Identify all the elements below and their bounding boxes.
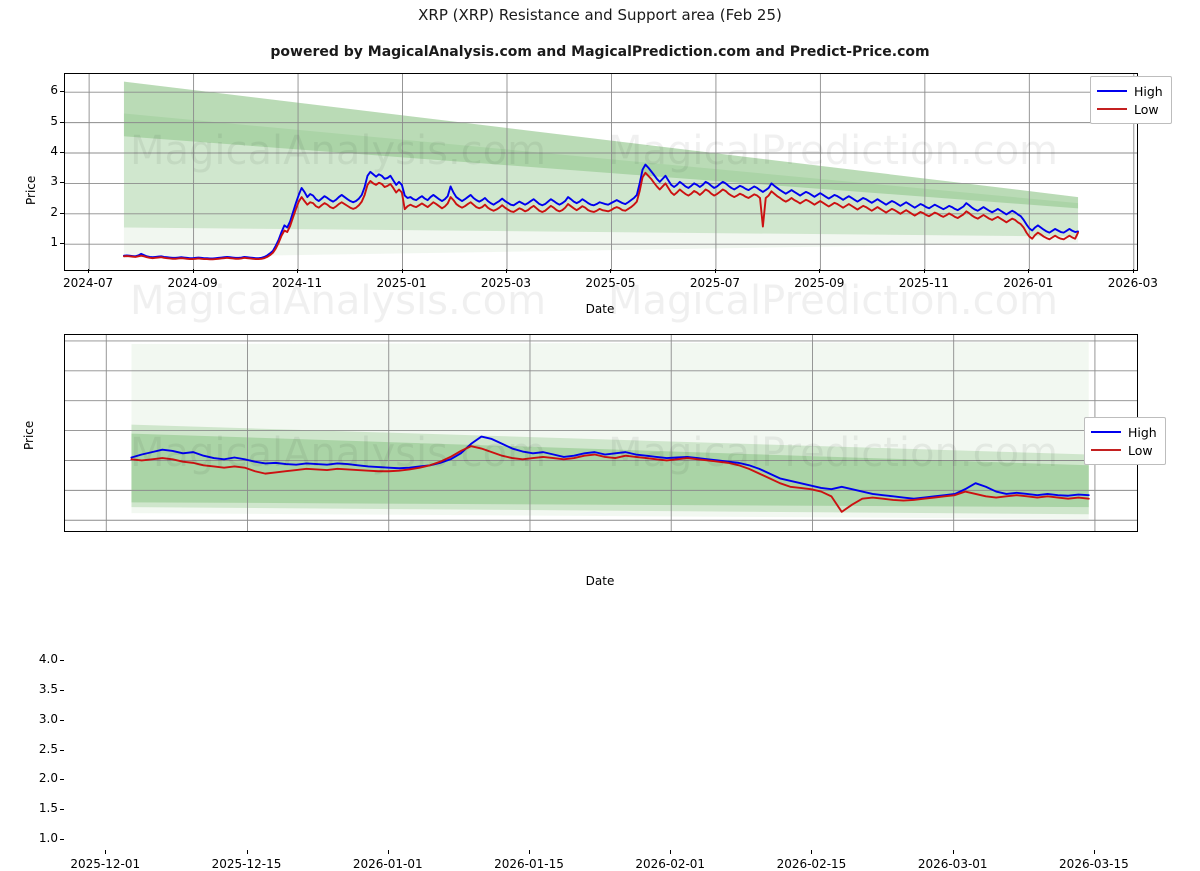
bottom-chart-legend[interactable]: High Low (1084, 417, 1166, 465)
y-tick-mark (60, 182, 64, 184)
legend-entry-low[interactable]: Low (1091, 441, 1157, 459)
bottom-chart-x-axis-label: Date (585, 574, 615, 588)
bottom-chart-y-axis-label: Price (22, 420, 36, 450)
y-tick-mark (60, 719, 64, 721)
y-tick-mark (60, 689, 64, 691)
bottom-chart-panel: Price MagicalAnalysis.com MagicalPredict… (0, 320, 1200, 871)
band-inner-band (123, 81, 1079, 209)
y-tick-label: 3 (50, 174, 58, 189)
x-tick-mark (952, 850, 954, 854)
x-tick-mark (246, 850, 248, 854)
x-tick-mark (105, 850, 107, 854)
x-tick-mark (387, 850, 389, 854)
y-tick-label: 5 (50, 113, 58, 128)
bottom-chart-svg (65, 335, 1137, 531)
y-tick-label: 4.0 (38, 651, 58, 666)
y-tick-mark (60, 121, 64, 123)
x-tick-label: 2026-03-01 (917, 857, 988, 871)
x-tick-mark (1093, 850, 1095, 854)
x-tick-label: 2026-03 (1107, 276, 1158, 290)
y-tick-label: 1 (50, 235, 58, 250)
x-tick-label: 2025-09 (794, 276, 845, 290)
y-tick-label: 2.0 (38, 771, 58, 786)
x-tick-label: 2026-01-01 (352, 857, 423, 871)
legend-label-high: High (1134, 83, 1163, 99)
x-tick-mark (923, 269, 925, 273)
legend-swatch-high (1097, 90, 1127, 92)
x-tick-label: 2025-05 (585, 276, 636, 290)
x-tick-mark (88, 269, 90, 273)
y-tick-label: 6 (50, 83, 58, 98)
x-tick-mark (401, 269, 403, 273)
x-tick-label: 2025-03 (480, 276, 532, 290)
x-tick-label: 2025-12-15 (211, 857, 282, 871)
x-tick-label: 2024-11 (271, 276, 323, 290)
x-tick-mark (819, 269, 821, 273)
x-tick-label: 2025-11 (898, 276, 949, 290)
top-chart-x-axis-label: Date (585, 302, 615, 316)
x-tick-label: 2026-01 (1003, 276, 1054, 290)
x-tick-label: 2025-12-01 (70, 857, 141, 871)
x-tick-label: 2026-02-01 (635, 857, 706, 871)
top-chart-svg (65, 74, 1137, 270)
y-tick-label: 1.0 (38, 831, 58, 846)
y-tick-mark (60, 91, 64, 93)
y-tick-mark (60, 749, 64, 751)
y-tick-label: 1.5 (38, 801, 58, 816)
legend-entry-high[interactable]: High (1097, 82, 1163, 100)
y-tick-label: 4 (50, 144, 58, 158)
y-tick-label: 3.0 (38, 711, 58, 726)
series-line-low (123, 171, 1079, 261)
legend-entry-high[interactable]: High (1091, 423, 1157, 441)
x-tick-label: 2026-01-15 (494, 857, 564, 871)
x-tick-mark (714, 269, 716, 273)
y-tick-mark (60, 839, 64, 841)
y-tick-mark (60, 779, 64, 781)
page-subtitle: powered by MagicalAnalysis.com and Magic… (270, 44, 930, 60)
x-tick-mark (505, 269, 507, 273)
y-tick-label: 2 (50, 204, 58, 219)
y-tick-mark (60, 152, 64, 153)
legend-swatch-high (1091, 431, 1121, 433)
legend-label-low: Low (1128, 442, 1153, 458)
x-tick-mark (297, 269, 299, 273)
x-tick-label: 2024-09 (167, 276, 218, 290)
legend-swatch-low (1091, 449, 1121, 451)
legend-swatch-low (1097, 108, 1127, 110)
y-tick-label: 3.5 (38, 681, 58, 696)
series-line-high (123, 163, 1079, 260)
top-chart-plot-area (64, 73, 1138, 271)
series-line-low (130, 445, 1090, 513)
x-tick-mark (1132, 269, 1134, 273)
x-tick-label: 2025-01 (376, 276, 427, 290)
x-tick-label: 2026-02-15 (776, 857, 847, 871)
page-title: XRP (XRP) Resistance and Support area (F… (418, 6, 782, 24)
x-tick-label: 2025-07 (689, 276, 740, 290)
legend-label-low: Low (1134, 101, 1159, 117)
y-tick-label: 2.5 (38, 741, 58, 756)
legend-label-high: High (1128, 424, 1157, 440)
bottom-chart-plot-area (64, 334, 1138, 532)
y-tick-mark (60, 659, 64, 661)
x-tick-mark (192, 269, 194, 273)
x-tick-label: 2026-03-15 (1059, 857, 1129, 871)
x-tick-mark (1028, 269, 1030, 273)
x-tick-label: 2024-07 (63, 276, 114, 290)
y-tick-mark (60, 212, 64, 214)
x-tick-mark (610, 269, 612, 273)
x-tick-mark (811, 850, 813, 854)
y-tick-mark (60, 243, 64, 245)
x-tick-mark (670, 850, 672, 854)
top-chart-legend[interactable]: High Low (1090, 76, 1172, 124)
top-chart-panel: Price MagicalAnalysis.com MagicalPredict… (0, 0, 1200, 324)
x-tick-mark (528, 850, 530, 854)
y-tick-mark (60, 809, 64, 811)
legend-entry-low[interactable]: Low (1097, 100, 1163, 118)
series-line-high (130, 435, 1090, 500)
